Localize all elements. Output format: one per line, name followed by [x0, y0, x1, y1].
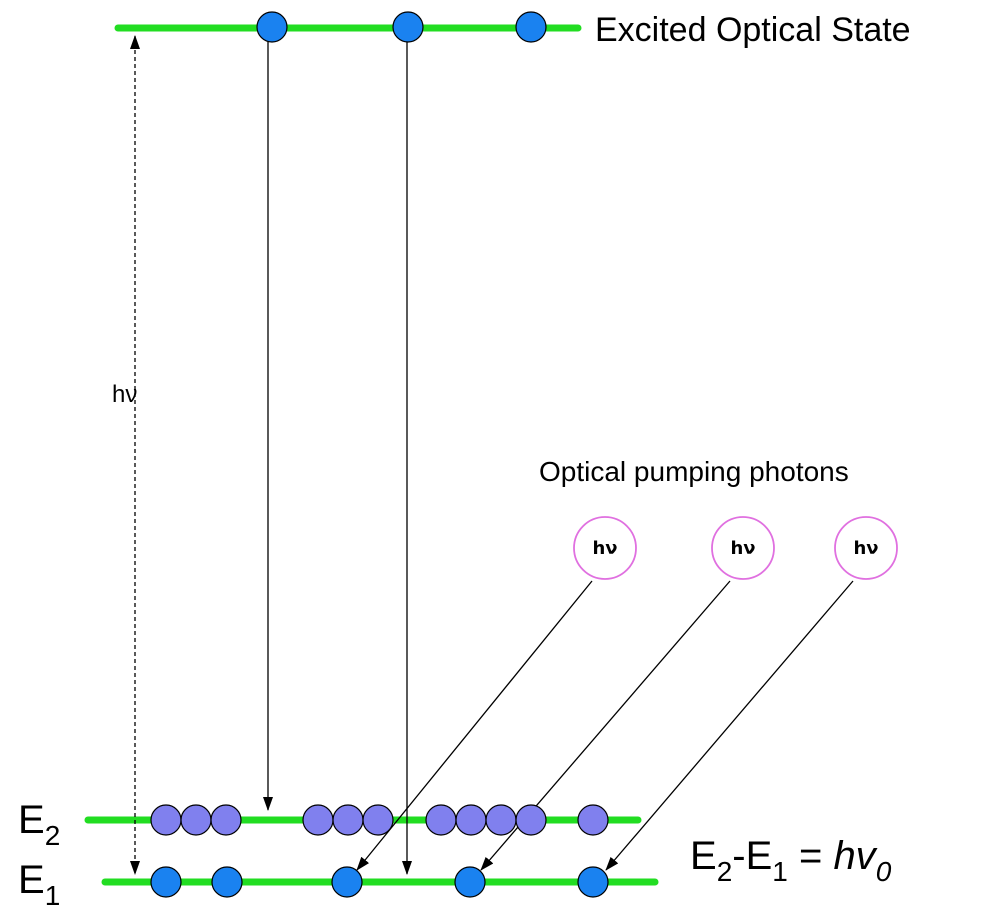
- e1-electron: [454, 866, 486, 898]
- e1-label-sub: 1: [45, 880, 61, 910]
- photon: hν: [711, 516, 775, 580]
- photon-ring: [573, 516, 637, 580]
- eq-e1-sub: 1: [772, 856, 788, 887]
- e2-label-main: E: [18, 798, 45, 842]
- photon-ring: [834, 516, 898, 580]
- e2-electron: [455, 804, 487, 836]
- e2-electron: [362, 804, 394, 836]
- pumping-label: Optical pumping photons: [539, 456, 849, 487]
- energy-equation: E2-E1 = hv0: [690, 834, 892, 887]
- excited-electron: [392, 11, 424, 43]
- e2-electron: [425, 804, 457, 836]
- photon-ring: [711, 516, 775, 580]
- e1-electron: [211, 866, 243, 898]
- e1-label: E1: [18, 858, 60, 910]
- eq-hv: hv: [833, 834, 877, 878]
- eq-hv-sub: 0: [876, 856, 892, 887]
- excited-electron: [256, 11, 288, 43]
- e2-label-sub: 2: [45, 820, 61, 851]
- e2-electron: [577, 804, 609, 836]
- excited-state-label: Excited Optical State: [595, 11, 911, 49]
- e2-electron: [515, 804, 547, 836]
- eq-equals: =: [788, 834, 834, 878]
- excited-electron: [515, 11, 547, 43]
- e2-electron: [332, 804, 364, 836]
- eq-minus-e1: -E: [732, 834, 772, 878]
- photon: hν: [834, 516, 898, 580]
- e1-electron: [577, 866, 609, 898]
- e2-electron: [302, 804, 334, 836]
- photon: hν: [573, 516, 637, 580]
- photon-label: hν: [853, 538, 878, 559]
- pump-arrow-3: [605, 580, 854, 871]
- e1-electron: [331, 866, 363, 898]
- photon-label: hν: [592, 538, 617, 559]
- e2-electron: [150, 804, 182, 836]
- pump-arrow-1: [356, 580, 593, 871]
- hv-gap-label: hν: [112, 381, 137, 408]
- e1-electron: [150, 866, 182, 898]
- e2-label: E2: [18, 798, 60, 851]
- e2-electron: [180, 804, 212, 836]
- e1-label-main: E: [18, 858, 45, 902]
- e2-electron: [485, 804, 517, 836]
- photon-label: hν: [730, 538, 755, 559]
- e2-electron: [210, 804, 242, 836]
- eq-e2-sub: 2: [717, 856, 733, 887]
- eq-e2: E: [690, 834, 717, 878]
